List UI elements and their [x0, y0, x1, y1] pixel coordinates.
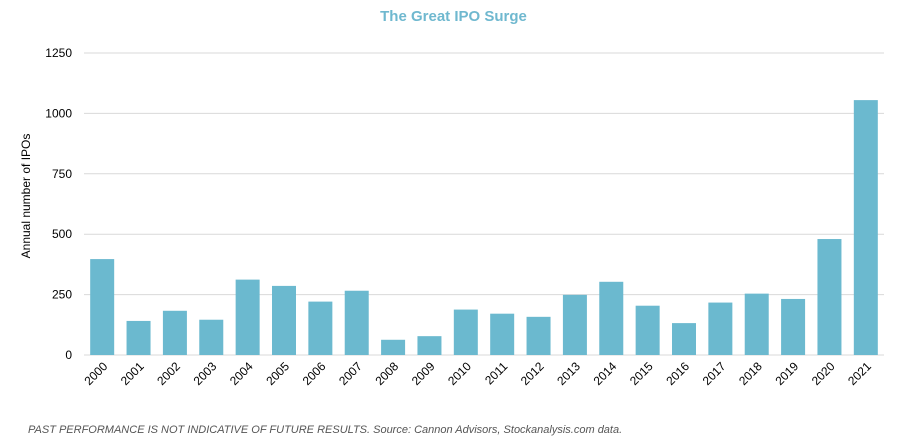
x-tick-label: 2018 — [736, 359, 765, 388]
y-tick-label: 500 — [52, 227, 72, 241]
x-tick-label: 2011 — [482, 359, 510, 387]
x-tick-label: 2007 — [336, 359, 365, 388]
y-tick-label: 250 — [52, 288, 72, 302]
bar-2000 — [90, 259, 115, 355]
footnote: PAST PERFORMANCE IS NOT INDICATIVE OF FU… — [28, 424, 623, 436]
bar-2018 — [744, 293, 769, 355]
x-tick-label: 2001 — [118, 359, 147, 388]
x-tick-label: 2009 — [409, 359, 438, 388]
x-axis: 2000 2001 2002 2003 2004 2005 2006 2007 2008 2009… — [82, 359, 875, 388]
bar-2002 — [162, 310, 187, 355]
bar-2008 — [381, 339, 406, 355]
x-tick-label: 2005 — [263, 359, 292, 388]
x-tick-label: 2015 — [627, 359, 656, 388]
x-tick-label: 2008 — [372, 359, 401, 388]
x-tick-label: 2012 — [518, 359, 547, 388]
bar-2020 — [817, 239, 842, 355]
x-tick-label: 2016 — [663, 359, 692, 388]
x-tick-label: 2019 — [772, 359, 801, 388]
y-tick-label: 0 — [65, 348, 72, 362]
x-tick-label: 2021 — [845, 359, 874, 388]
bar-2021 — [853, 100, 878, 355]
x-tick-label: 2003 — [191, 359, 220, 388]
bar-2010 — [453, 309, 478, 355]
chart-title: The Great IPO Surge — [380, 8, 527, 25]
x-tick-label: 2002 — [154, 359, 183, 388]
bar-2014 — [599, 281, 624, 355]
bar-2019 — [781, 298, 806, 355]
x-tick-label: 2013 — [554, 359, 583, 388]
bar-2007 — [344, 290, 369, 355]
x-tick-label: 2010 — [445, 359, 474, 388]
bar-2015 — [635, 305, 660, 355]
y-tick-label: 750 — [52, 167, 72, 181]
x-tick-label: 2020 — [809, 359, 838, 388]
bar-2016 — [672, 323, 696, 355]
y-tick-label: 1000 — [45, 106, 72, 120]
bars — [90, 100, 878, 355]
bar-2012 — [526, 316, 551, 355]
bar-2009 — [417, 336, 442, 355]
y-axis: 0 250 500 750 1000 1250 — [45, 46, 72, 362]
x-tick-label: 2004 — [227, 359, 256, 388]
bar-2005 — [272, 285, 296, 355]
bar-2006 — [308, 301, 333, 355]
x-tick-label: 2014 — [591, 359, 620, 388]
x-tick-label: 2006 — [300, 359, 329, 388]
x-tick-label: 2017 — [700, 359, 729, 388]
y-tick-label: 1250 — [45, 46, 72, 60]
bar-2001 — [126, 320, 151, 355]
y-axis-label: Annual number of IPOs — [19, 134, 33, 259]
bar-2013 — [562, 294, 587, 355]
x-tick-label: 2000 — [82, 359, 111, 388]
bar-2017 — [708, 302, 733, 355]
bar-2003 — [199, 319, 224, 355]
bar-2011 — [490, 313, 515, 355]
bar-2004 — [235, 279, 260, 355]
